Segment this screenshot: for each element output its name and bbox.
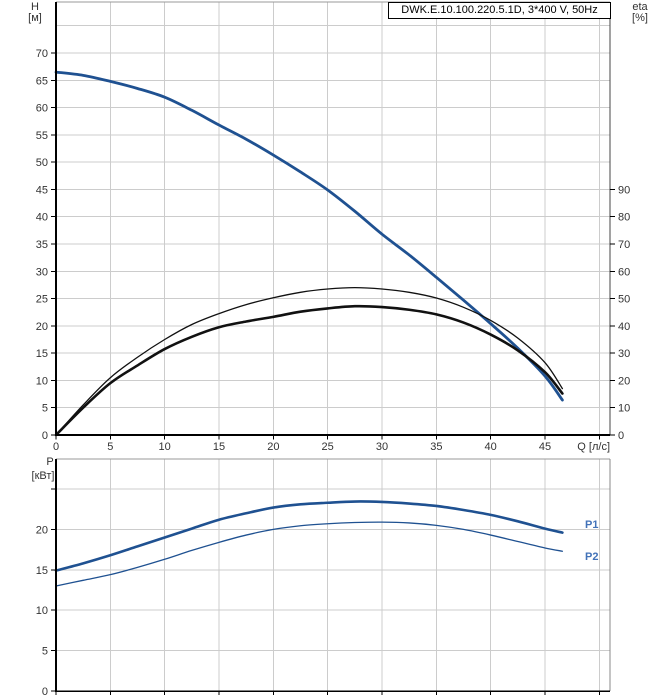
- h-tick-label: 40: [36, 212, 48, 224]
- q-tick-label: 30: [376, 441, 388, 453]
- h-axis-title: H: [31, 1, 39, 13]
- p2-curve: [55, 521, 564, 587]
- p1-curve: [54, 500, 564, 572]
- p2-curve-label: P2: [585, 551, 599, 563]
- h-tick-label: 50: [36, 157, 48, 169]
- h-tick-label: 65: [36, 75, 48, 87]
- h-tick-label: 0: [42, 430, 48, 442]
- eta-tick-label: 20: [618, 375, 630, 387]
- h-tick-label: 60: [36, 103, 48, 115]
- eta-tick-label: 30: [618, 348, 630, 360]
- q-tick-label: 45: [539, 441, 551, 453]
- q-tick-label: 40: [485, 441, 497, 453]
- q-tick-label: 10: [159, 441, 171, 453]
- q-tick-label: 35: [430, 441, 442, 453]
- eta-tick-label: 40: [618, 321, 630, 333]
- q-tick-label: 20: [267, 441, 279, 453]
- eta-tick-label: 10: [618, 403, 630, 415]
- eta-tick-label: 70: [618, 239, 630, 251]
- h-tick-label: 25: [36, 294, 48, 306]
- eta-tick-label: 90: [618, 184, 630, 196]
- h-tick-label: 5: [42, 403, 48, 415]
- h-tick-label: 55: [36, 130, 48, 142]
- q-tick-label: 25: [322, 441, 334, 453]
- h-tick-label: 45: [36, 184, 48, 196]
- eta-axis-unit: [%]: [632, 12, 648, 24]
- p-tick-label: 10: [36, 605, 48, 617]
- eta-total-curve: [54, 304, 564, 437]
- q-tick-label: 15: [213, 441, 225, 453]
- pump-title-box: DWK.E.10.100.220.5.1D, 3*400 V, 50Hz: [388, 2, 611, 19]
- h-curve: [54, 70, 564, 402]
- eta-pump-curve: [55, 287, 564, 436]
- eta-tick-label: 0: [618, 430, 624, 442]
- p-axis-unit: [кВт]: [31, 470, 55, 482]
- eta-tick-label: 50: [618, 294, 630, 306]
- h-tick-label: 35: [36, 239, 48, 251]
- p1-curve-label: P1: [585, 519, 599, 531]
- h-tick-label: 15: [36, 348, 48, 360]
- eta-tick-label: 60: [618, 266, 630, 278]
- h-tick-label: 10: [36, 375, 48, 387]
- h-tick-label: 70: [36, 48, 48, 60]
- p-tick-label: 20: [36, 524, 48, 536]
- p-tick-label: 5: [42, 646, 48, 658]
- p-tick-label: 15: [36, 565, 48, 577]
- eta-tick-label: 80: [618, 212, 630, 224]
- q-axis-unit: Q [л/с]: [577, 441, 610, 453]
- q-tick-label: 5: [107, 441, 113, 453]
- h-tick-label: 20: [36, 321, 48, 333]
- h-axis-unit: [м]: [28, 12, 42, 24]
- eta-axis-title: eta: [632, 1, 648, 13]
- h-tick-label: 30: [36, 266, 48, 278]
- q-tick-label: 0: [53, 441, 59, 453]
- p-tick-label: 0: [42, 686, 48, 698]
- p-axis-title: P: [46, 456, 54, 468]
